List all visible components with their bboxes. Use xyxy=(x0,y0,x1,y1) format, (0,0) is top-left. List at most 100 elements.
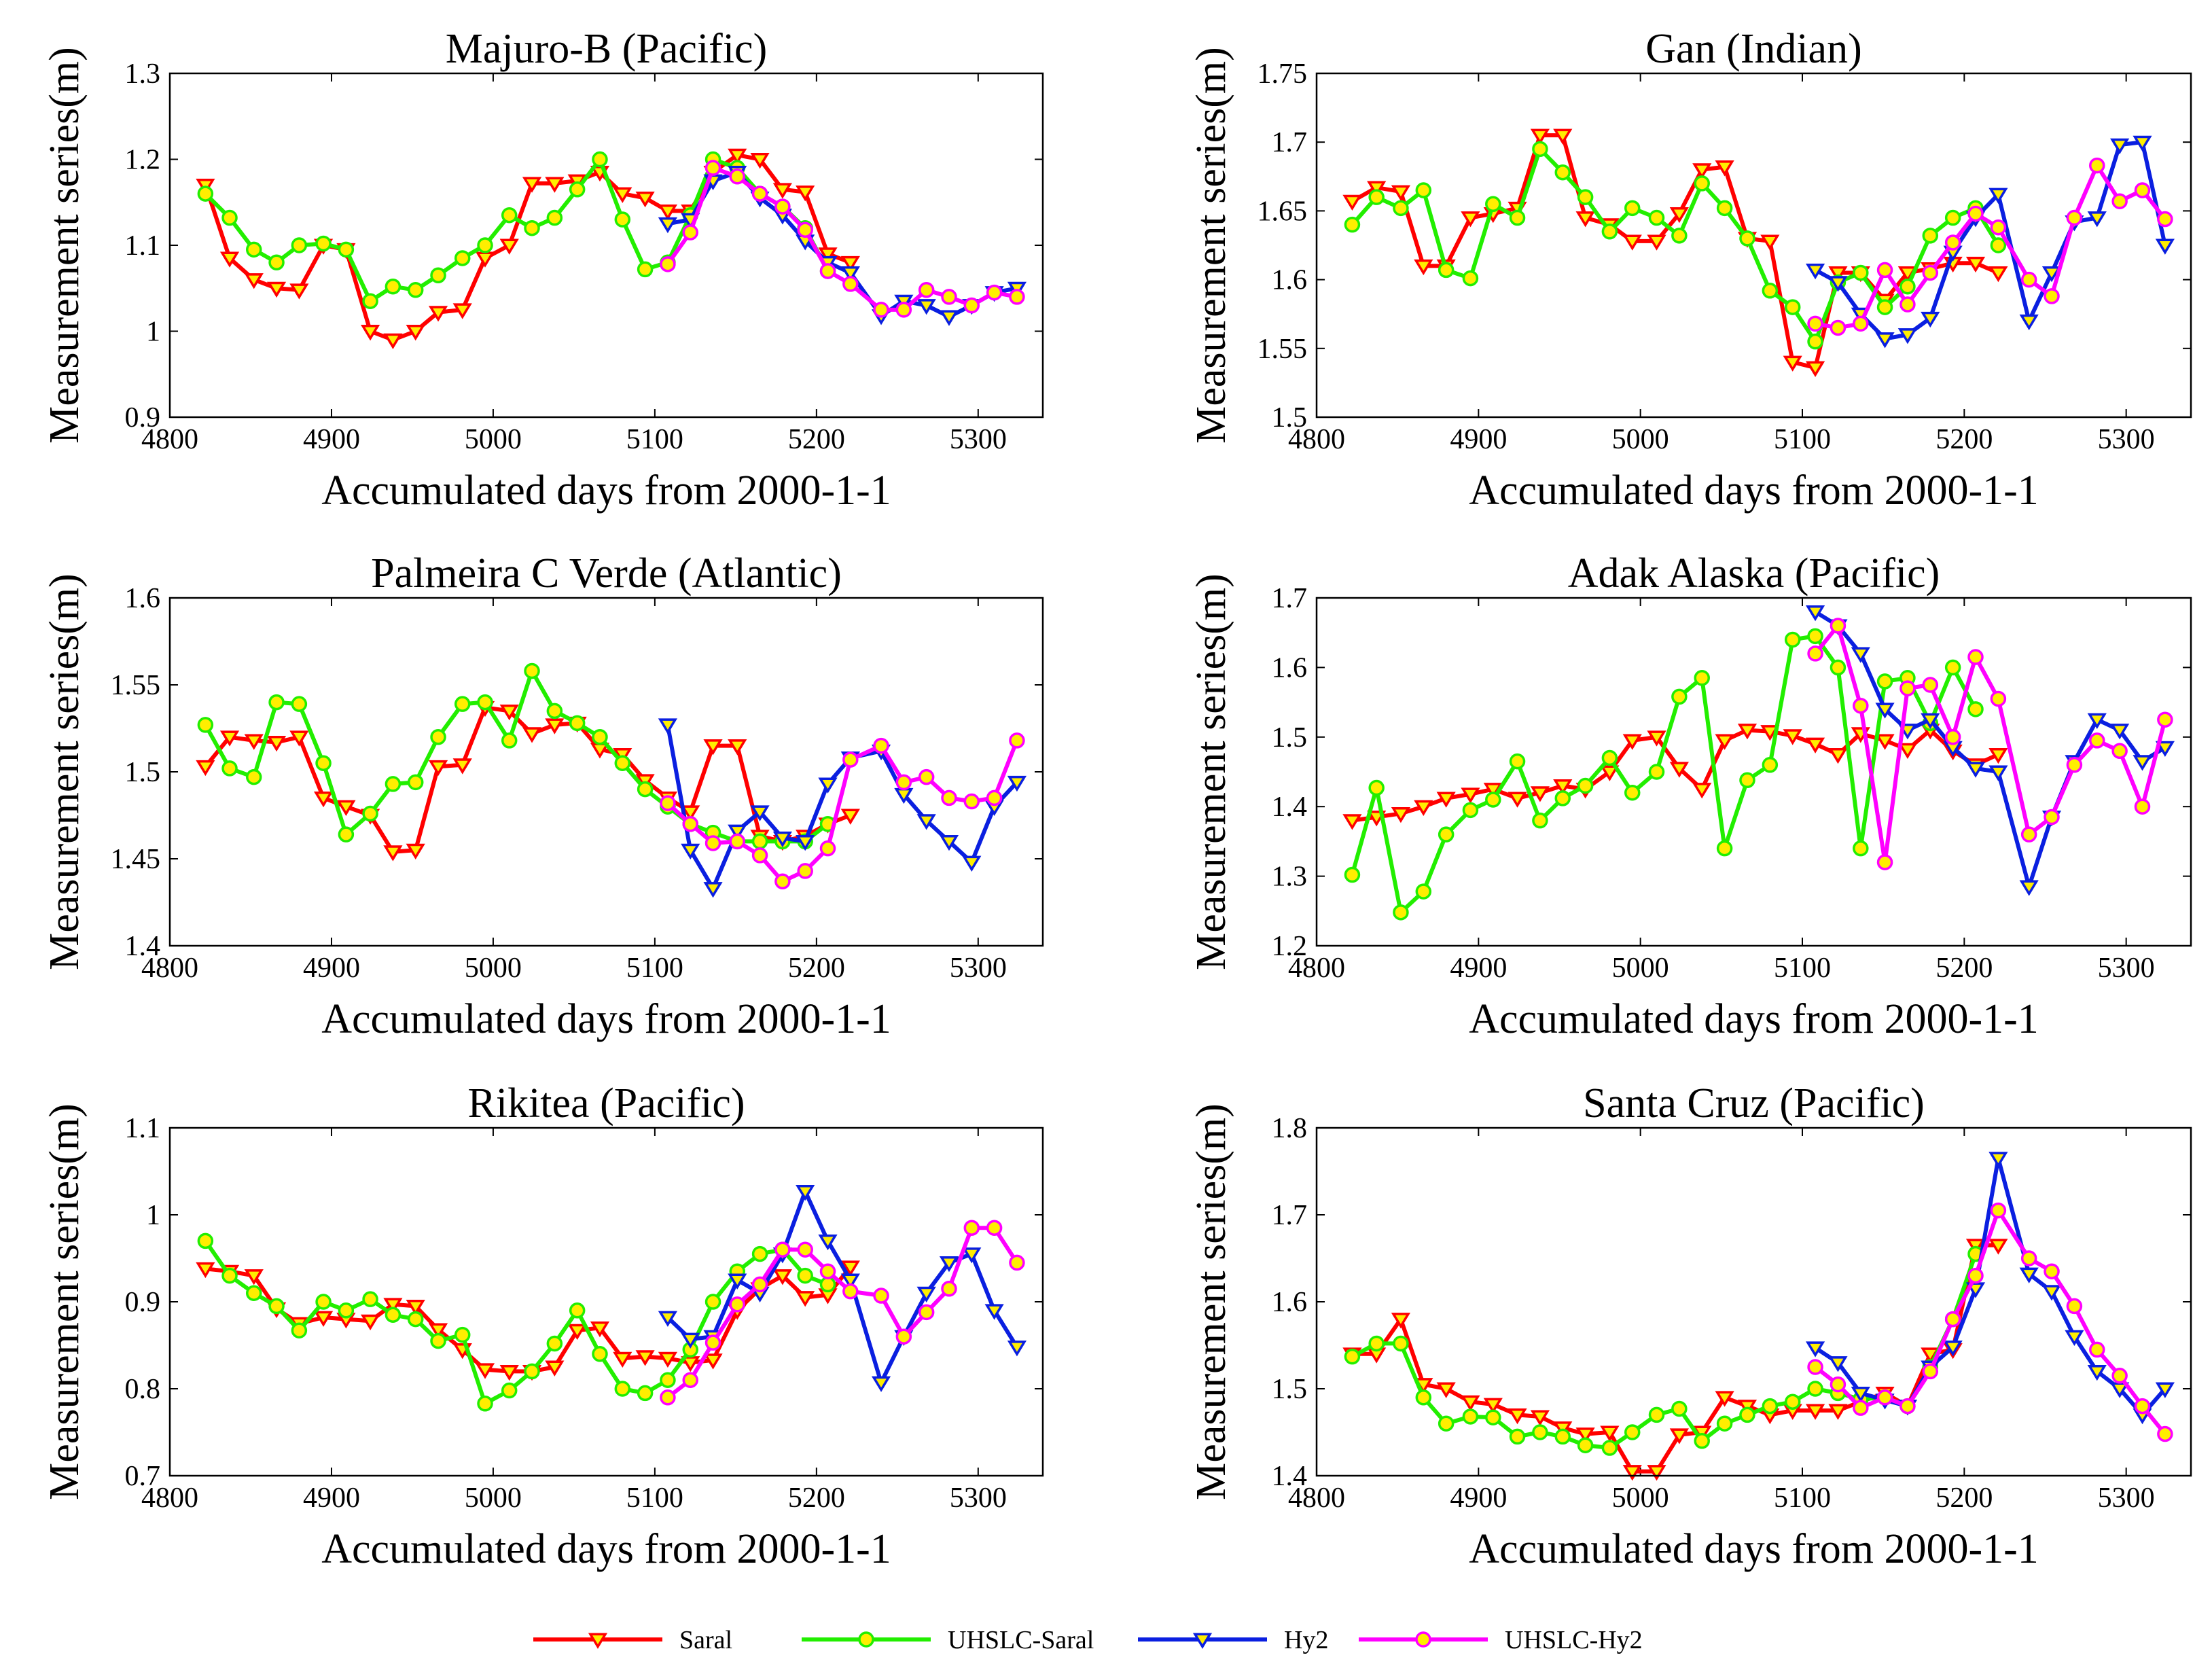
data-point xyxy=(406,843,425,860)
data-point xyxy=(1438,262,1455,279)
data-point xyxy=(501,207,518,224)
legend: Saral UHSLC-Saral Hy2 UHSLC-Hy2 xyxy=(533,1626,1643,1654)
data-point xyxy=(1876,262,1893,279)
panel-title: Palmeira C Verde (Atlantic) xyxy=(371,550,842,597)
data-point xyxy=(1577,1437,1594,1453)
data-point xyxy=(819,1276,836,1293)
data-point xyxy=(244,734,264,750)
data-point xyxy=(1577,777,1594,794)
data-point xyxy=(1509,1428,1526,1445)
data-point xyxy=(1967,701,1984,717)
x-axis-label: Accumulated days from 2000-1-1 xyxy=(321,1526,891,1572)
data-point xyxy=(941,1281,957,1297)
data-point xyxy=(1553,128,1573,145)
data-point xyxy=(751,1276,768,1293)
y-tick-label: 1 xyxy=(146,1200,160,1231)
data-point xyxy=(313,1311,334,1327)
y-tick-label: 1.7 xyxy=(1272,583,1308,614)
panel-title: Rikitea (Pacific) xyxy=(468,1080,745,1126)
data-point xyxy=(614,1381,631,1397)
data-point xyxy=(660,1389,676,1406)
y-tick-label: 1.1 xyxy=(125,230,161,262)
data-point xyxy=(895,1328,912,1345)
y-tick-label: 1.4 xyxy=(1272,792,1308,823)
data-point xyxy=(1461,211,1480,228)
data-point xyxy=(1760,234,1780,251)
data-point xyxy=(383,845,403,862)
data-point xyxy=(916,299,936,315)
data-point xyxy=(2133,135,2152,152)
data-point xyxy=(1807,645,1823,662)
data-point xyxy=(197,185,214,202)
data-point xyxy=(1624,1424,1641,1440)
data-point xyxy=(704,160,721,176)
data-point xyxy=(315,1294,332,1310)
data-point xyxy=(428,1323,448,1339)
data-point xyxy=(2020,271,2037,288)
data-point xyxy=(406,1299,425,1316)
data-point xyxy=(452,303,472,319)
data-point xyxy=(1783,729,1802,745)
data-point xyxy=(729,168,745,185)
data-point xyxy=(1483,1398,1503,1414)
data-point xyxy=(1509,209,1526,226)
y-tick-label: 1.7 xyxy=(1272,127,1308,158)
y-tick-label: 1.6 xyxy=(1272,265,1308,296)
data-point xyxy=(221,1267,238,1284)
data-point xyxy=(1438,826,1455,842)
data-point xyxy=(1368,1335,1385,1352)
data-point xyxy=(407,1311,424,1328)
data-point xyxy=(1762,1398,1779,1415)
data-point xyxy=(219,251,240,268)
data-point xyxy=(1805,1341,1825,1358)
data-point xyxy=(614,211,631,228)
data-point xyxy=(1988,1239,2008,1255)
data-point xyxy=(614,755,631,771)
data-point xyxy=(1897,328,1918,344)
data-point xyxy=(592,729,608,745)
panel-2: Gan (Indian) 4800 4900 5000 5100 5200 5300 1.5 1… xyxy=(1188,26,2192,514)
data-point xyxy=(1393,1335,1409,1352)
series-line xyxy=(204,157,830,304)
data-point xyxy=(1669,762,1689,778)
x-axis-label: Accumulated days from 2000-1-1 xyxy=(1469,467,2038,514)
data-point xyxy=(1739,772,1755,789)
data-point xyxy=(1367,181,1387,197)
data-point xyxy=(1671,1400,1688,1417)
data-point xyxy=(1462,802,1479,819)
data-point xyxy=(362,293,378,309)
series-line xyxy=(1814,1156,2167,1417)
data-point xyxy=(1648,1406,1665,1423)
data-point xyxy=(704,1294,721,1310)
data-point xyxy=(1853,315,1869,332)
data-point xyxy=(613,187,632,203)
y-tick-label: 0.7 xyxy=(125,1461,161,1492)
data-point xyxy=(895,302,912,318)
data-point xyxy=(1807,315,1823,332)
data-point xyxy=(635,191,655,208)
data-point xyxy=(385,776,402,792)
x-axis-label: Accumulated days from 2000-1-1 xyxy=(1469,996,2038,1042)
data-point xyxy=(1009,732,1025,749)
data-point xyxy=(1485,792,1501,808)
series-hy2 xyxy=(658,718,1027,898)
x-tick-label: 4800 xyxy=(141,953,198,984)
x-tick-label: 5300 xyxy=(950,953,1007,984)
data-point xyxy=(1485,196,1501,213)
data-point xyxy=(221,209,238,226)
data-point xyxy=(1622,734,1642,750)
y-axis-label: Measurement series(m) xyxy=(1188,47,1234,444)
data-point xyxy=(1671,228,1688,244)
x-tick-label: 4800 xyxy=(1288,424,1345,455)
data-point xyxy=(984,1304,1004,1320)
data-point xyxy=(797,1267,813,1284)
data-point xyxy=(1876,673,1893,690)
data-point xyxy=(2089,732,2105,749)
data-point xyxy=(1851,647,1870,663)
data-point xyxy=(1554,164,1571,181)
data-point xyxy=(751,847,768,864)
data-point xyxy=(1669,1428,1689,1444)
data-point xyxy=(1876,1389,1893,1406)
series-line xyxy=(1815,163,2167,330)
